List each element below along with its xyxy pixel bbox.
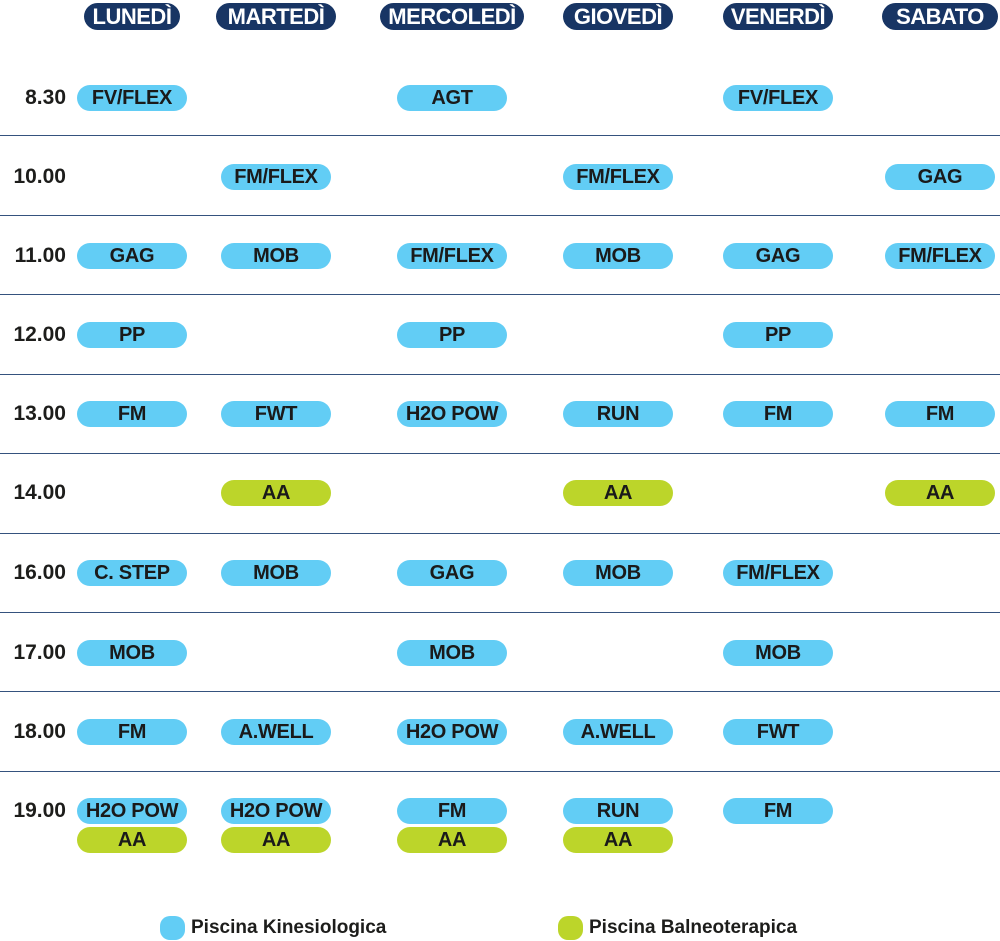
time-label: 19.00 [13, 799, 66, 822]
class-pill[interactable]: C. STEP [77, 560, 187, 586]
class-pill[interactable]: AA [221, 480, 331, 506]
class-pill[interactable]: AA [563, 480, 673, 506]
day-header-0: LUNEDÌ [84, 3, 180, 30]
class-pill[interactable]: MOB [723, 640, 833, 666]
class-pill[interactable]: RUN [563, 798, 673, 824]
row-divider [0, 294, 1000, 295]
class-pill[interactable]: A.WELL [221, 719, 331, 745]
legend-swatch-balneoterapica [558, 916, 583, 940]
class-pill[interactable]: H2O POW [397, 719, 507, 745]
class-pill[interactable]: FV/FLEX [77, 85, 187, 111]
class-pill[interactable]: AA [397, 827, 507, 853]
time-label: 16.00 [13, 561, 66, 584]
day-header-3: GIOVEDÌ [563, 3, 673, 30]
row-divider [0, 533, 1000, 534]
class-pill[interactable]: GAG [885, 164, 995, 190]
class-pill[interactable]: A.WELL [563, 719, 673, 745]
class-pill[interactable]: FV/FLEX [723, 85, 833, 111]
class-pill[interactable]: FM [885, 401, 995, 427]
row-divider [0, 691, 1000, 692]
class-pill[interactable]: GAG [397, 560, 507, 586]
class-pill[interactable]: H2O POW [77, 798, 187, 824]
legend-item-kinesiologica: Piscina Kinesiologica [160, 915, 386, 941]
class-pill[interactable]: AA [221, 827, 331, 853]
class-pill[interactable]: PP [77, 322, 187, 348]
class-pill[interactable]: FM/FLEX [397, 243, 507, 269]
time-label: 11.00 [14, 244, 66, 267]
class-pill[interactable]: FWT [723, 719, 833, 745]
class-pill[interactable]: MOB [221, 560, 331, 586]
day-header-1: MARTEDÌ [216, 3, 336, 30]
class-pill[interactable]: MOB [221, 243, 331, 269]
class-pill[interactable]: AGT [397, 85, 507, 111]
class-pill[interactable]: H2O POW [221, 798, 331, 824]
class-pill[interactable]: FM [723, 401, 833, 427]
row-divider [0, 135, 1000, 136]
time-label: 18.00 [13, 720, 66, 743]
time-label: 14.00 [13, 481, 66, 504]
row-divider [0, 374, 1000, 375]
class-pill[interactable]: FM/FLEX [221, 164, 331, 190]
class-pill[interactable]: MOB [77, 640, 187, 666]
time-label: 12.00 [13, 323, 66, 346]
row-divider [0, 453, 1000, 454]
time-label: 8.30 [25, 86, 66, 109]
class-pill[interactable]: FM/FLEX [723, 560, 833, 586]
class-pill[interactable]: H2O POW [397, 401, 507, 427]
class-pill[interactable]: FM [397, 798, 507, 824]
class-pill[interactable]: GAG [77, 243, 187, 269]
class-pill[interactable]: PP [723, 322, 833, 348]
legend-swatch-kinesiologica [160, 916, 185, 940]
legend-label: Piscina Kinesiologica [191, 917, 387, 938]
class-pill[interactable]: FM [77, 401, 187, 427]
day-header-5: SABATO [882, 3, 998, 30]
class-pill[interactable]: GAG [723, 243, 833, 269]
class-pill[interactable]: MOB [563, 243, 673, 269]
class-pill[interactable]: PP [397, 322, 507, 348]
class-pill[interactable]: FWT [221, 401, 331, 427]
legend-label: Piscina Balneoterapica [589, 917, 798, 938]
day-header-2: MERCOLEDÌ [380, 3, 524, 30]
class-pill[interactable]: AA [563, 827, 673, 853]
class-pill[interactable]: FM/FLEX [885, 243, 995, 269]
row-divider [0, 771, 1000, 772]
class-pill[interactable]: MOB [563, 560, 673, 586]
time-label: 10.00 [13, 165, 66, 188]
class-pill[interactable]: RUN [563, 401, 673, 427]
time-label: 13.00 [13, 402, 66, 425]
class-pill[interactable]: FM [723, 798, 833, 824]
time-label: 17.00 [13, 641, 66, 664]
class-pill[interactable]: AA [885, 480, 995, 506]
row-divider [0, 215, 1000, 216]
class-pill[interactable]: FM [77, 719, 187, 745]
class-pill[interactable]: AA [77, 827, 187, 853]
row-divider [0, 612, 1000, 613]
class-pill[interactable]: MOB [397, 640, 507, 666]
legend-item-balneoterapica: Piscina Balneoterapica [558, 915, 797, 941]
class-pill[interactable]: FM/FLEX [563, 164, 673, 190]
day-header-4: VENERDÌ [723, 3, 833, 30]
